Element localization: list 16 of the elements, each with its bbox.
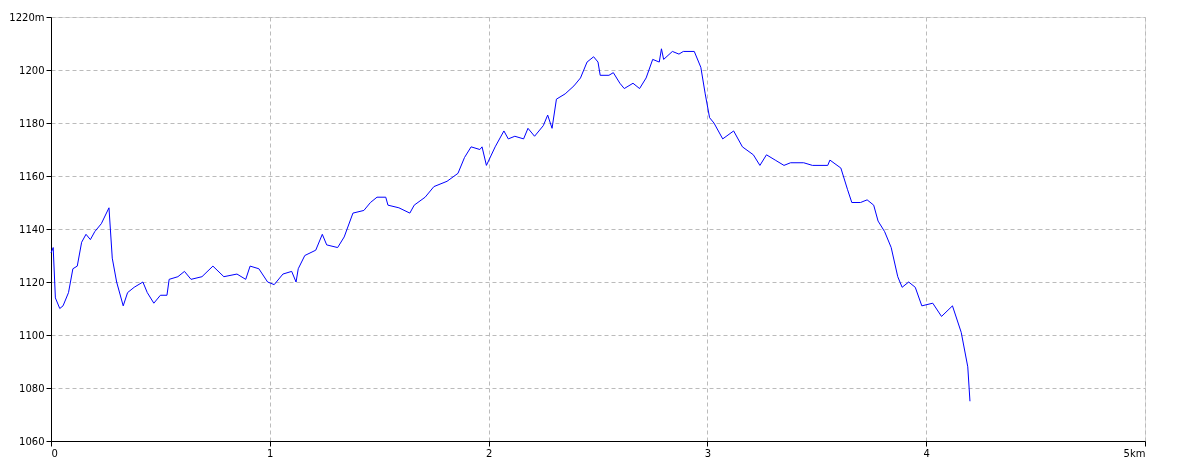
y-tick-label: 1200	[19, 64, 45, 76]
x-tick-label: 1	[267, 447, 274, 459]
y-tick-label: 1160	[19, 170, 45, 182]
y-tick-label: 1180	[19, 117, 45, 129]
x-tick-label: 4	[923, 447, 930, 459]
y-tick-label: 1080	[19, 382, 45, 394]
y-tick-label: 1140	[19, 223, 45, 235]
x-tick-label: 2	[485, 447, 493, 459]
y-tick-label: 1100	[19, 329, 45, 341]
line-series	[50, 48, 971, 402]
x-tick-label: 0	[51, 447, 58, 459]
x-tick-label: 5km	[1123, 447, 1146, 459]
y-tick-label: 1060	[19, 435, 45, 447]
y-tick-label: 1120	[19, 276, 45, 288]
x-tick-label: 3	[704, 447, 712, 459]
y-tick-label: 1220m	[9, 11, 45, 23]
